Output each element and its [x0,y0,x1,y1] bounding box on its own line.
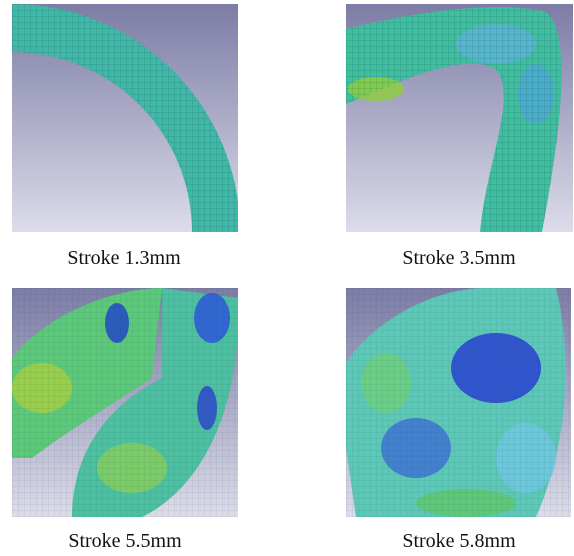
fem-image [346,4,573,232]
fem-image [12,288,238,517]
fem-image [346,288,571,517]
caption: Stroke 5.8mm [339,530,574,553]
figure: Stroke 1.3mm Stroke 3.5mm Stroke 5.5mm S… [0,0,574,556]
fem-image [12,4,238,232]
caption: Stroke 5.5mm [5,530,245,553]
caption: Stroke 3.5mm [339,247,574,270]
caption: Stroke 1.3mm [4,247,244,270]
